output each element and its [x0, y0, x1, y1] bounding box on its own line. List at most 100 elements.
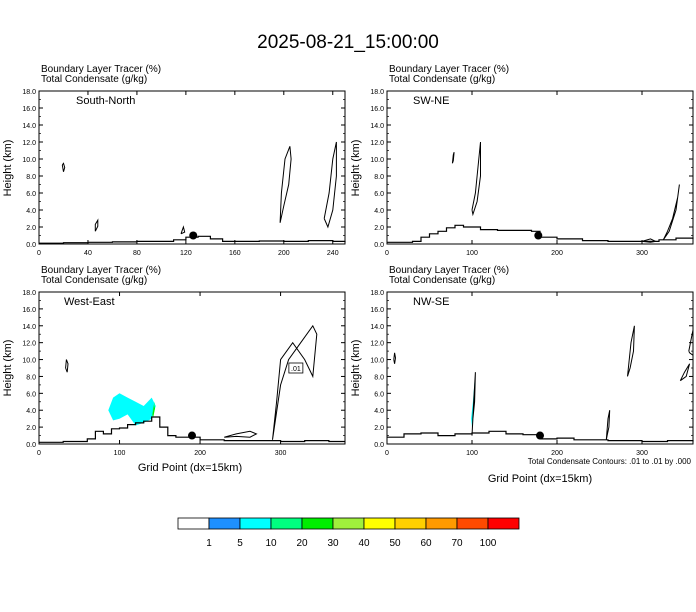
- colorbar-label: 1: [206, 538, 212, 549]
- y-tick-label: 16.0: [22, 307, 36, 314]
- colorbar-swatch: [487, 517, 520, 530]
- x-tick-label: 100: [114, 450, 126, 457]
- panel4-ylabel: Height (km): [350, 340, 362, 397]
- x-tick-label: 40: [84, 250, 92, 257]
- condensate-contour-2: [471, 372, 476, 436]
- x-tick-label: 300: [636, 250, 648, 257]
- colorbar-label: 50: [389, 538, 401, 549]
- y-tick-label: 12.0: [370, 341, 384, 348]
- y-tick-label: 18.0: [370, 89, 384, 96]
- colorbar-swatch: [425, 517, 458, 530]
- x-tick-label: 100: [466, 450, 478, 457]
- condensate-contour-3: [662, 184, 680, 241]
- condensate-contour-1: [451, 152, 455, 164]
- y-tick-label: 4.0: [26, 208, 36, 215]
- y-tick-label: 16.0: [370, 106, 384, 113]
- panel3-field-line1: Boundary Layer Tracer (%): [41, 265, 161, 276]
- condensate-contour-1: [61, 162, 66, 172]
- condensate-contour-5: [323, 141, 337, 229]
- x-tick-label: 0: [385, 450, 389, 457]
- y-tick-label: 2.0: [374, 225, 384, 232]
- panel1-plot-area: 0.0 2.0 4.0 6.0 8.0 10.0 12.0 14.0 16.0 18.0 0 40 80…: [22, 89, 346, 257]
- panel4-xlabel: Grid Point (dx=15km): [488, 473, 592, 485]
- contour-note: Total Condensate Contours: .01 to .01 by…: [528, 457, 692, 466]
- y-tick-label: 4.0: [26, 408, 36, 415]
- y-tick-label: 12.0: [22, 341, 36, 348]
- y-tick-label: 18.0: [22, 89, 36, 96]
- y-tick-label: 0.0: [26, 442, 36, 449]
- y-tick-label: 0.0: [374, 442, 384, 449]
- y-tick-label: 10.0: [22, 157, 36, 164]
- panel1-title: South-North: [76, 95, 135, 107]
- panel4-field-line2: Total Condensate (g/kg): [389, 275, 495, 286]
- y-tick-label: 14.0: [22, 324, 36, 331]
- location-marker: [536, 431, 544, 440]
- panel1-field-line2: Total Condensate (g/kg): [41, 74, 147, 85]
- y-tick-label: 6.0: [374, 191, 384, 198]
- panel-west-east: Boundary Layer Tracer (%) Total Condensa…: [2, 265, 346, 474]
- panel2-title: SW-NE: [413, 95, 449, 107]
- panel-south-north: Boundary Layer Tracer (%) Total Condensa…: [2, 64, 346, 257]
- panel4-field-line1: Boundary Layer Tracer (%): [389, 265, 509, 276]
- y-tick-label: 0.0: [374, 242, 384, 249]
- contour-label: .01: [291, 366, 301, 373]
- colorbar-label: 40: [358, 538, 370, 549]
- x-tick-label: 80: [133, 250, 141, 257]
- condensate-contour-2: [94, 218, 99, 232]
- panel3-title: West-East: [64, 296, 115, 308]
- x-tick-label: 160: [229, 250, 241, 257]
- y-tick-label: 12.0: [370, 140, 384, 147]
- colorbar-label: 10: [265, 538, 277, 549]
- y-tick-label: 2.0: [26, 225, 36, 232]
- condensate-contour-1: [65, 359, 69, 373]
- panel4-plot-area: 0.0 2.0 4.0 6.0 8.0 10.0 12.0 14.0 16.0 18.0 0 100 2…: [370, 290, 694, 457]
- x-tick-label: 200: [278, 250, 290, 257]
- y-tick-label: 2.0: [26, 425, 36, 432]
- x-tick-label: 100: [466, 250, 478, 257]
- y-tick-label: 8.0: [26, 374, 36, 381]
- x-tick-label: 200: [551, 250, 563, 257]
- panel3-ylabel: Height (km): [2, 340, 14, 397]
- condensate-contour-3: [180, 225, 186, 235]
- panel2-ylabel: Height (km): [350, 140, 362, 197]
- panel2-field-line1: Boundary Layer Tracer (%): [389, 64, 509, 75]
- y-tick-label: 12.0: [22, 140, 36, 147]
- y-tick-label: 8.0: [26, 174, 36, 181]
- y-tick-label: 10.0: [370, 157, 384, 164]
- y-tick-label: 16.0: [370, 307, 384, 314]
- y-tick-label: 8.0: [374, 174, 384, 181]
- y-tick-label: 16.0: [22, 106, 36, 113]
- y-tick-label: 18.0: [22, 290, 36, 297]
- terrain-line: [39, 235, 346, 244]
- condensate-contour-3: [272, 324, 318, 440]
- tracer-fill-1: [471, 380, 475, 428]
- panel2-frame: [386, 90, 694, 245]
- condensate-contour-5: [679, 363, 691, 382]
- condensate-contour-1: [393, 352, 397, 364]
- colorbar: 1 5 10 20 30 40 50 60 70 100: [177, 517, 520, 549]
- x-tick-label: 240: [327, 250, 339, 257]
- panel3-field-line2: Total Condensate (g/kg): [41, 275, 147, 286]
- colorbar-swatch: [363, 517, 396, 530]
- colorbar-label: 5: [237, 538, 243, 549]
- y-tick-label: 14.0: [370, 324, 384, 331]
- colorbar-swatch: [332, 517, 365, 530]
- colorbar-label: 70: [451, 538, 463, 549]
- x-tick-label: 120: [180, 250, 192, 257]
- x-tick-label: 0: [37, 250, 41, 257]
- contour-label-box: [288, 362, 304, 374]
- x-tick-label: 200: [194, 450, 206, 457]
- y-tick-label: 10.0: [22, 358, 36, 365]
- colorbar-swatch: [270, 517, 303, 530]
- y-tick-label: 4.0: [374, 208, 384, 215]
- condensate-contour-4: [605, 410, 611, 440]
- condensate-contour-2: [471, 141, 481, 217]
- y-tick-label: 6.0: [374, 391, 384, 398]
- colorbar-label: 20: [296, 538, 308, 549]
- y-tick-label: 0.0: [26, 242, 36, 249]
- colorbar-label: 100: [480, 538, 497, 549]
- y-tick-label: 8.0: [374, 374, 384, 381]
- panel2-field-line2: Total Condensate (g/kg): [389, 74, 495, 85]
- x-tick-label: 300: [636, 450, 648, 457]
- colorbar-swatch: [394, 517, 427, 530]
